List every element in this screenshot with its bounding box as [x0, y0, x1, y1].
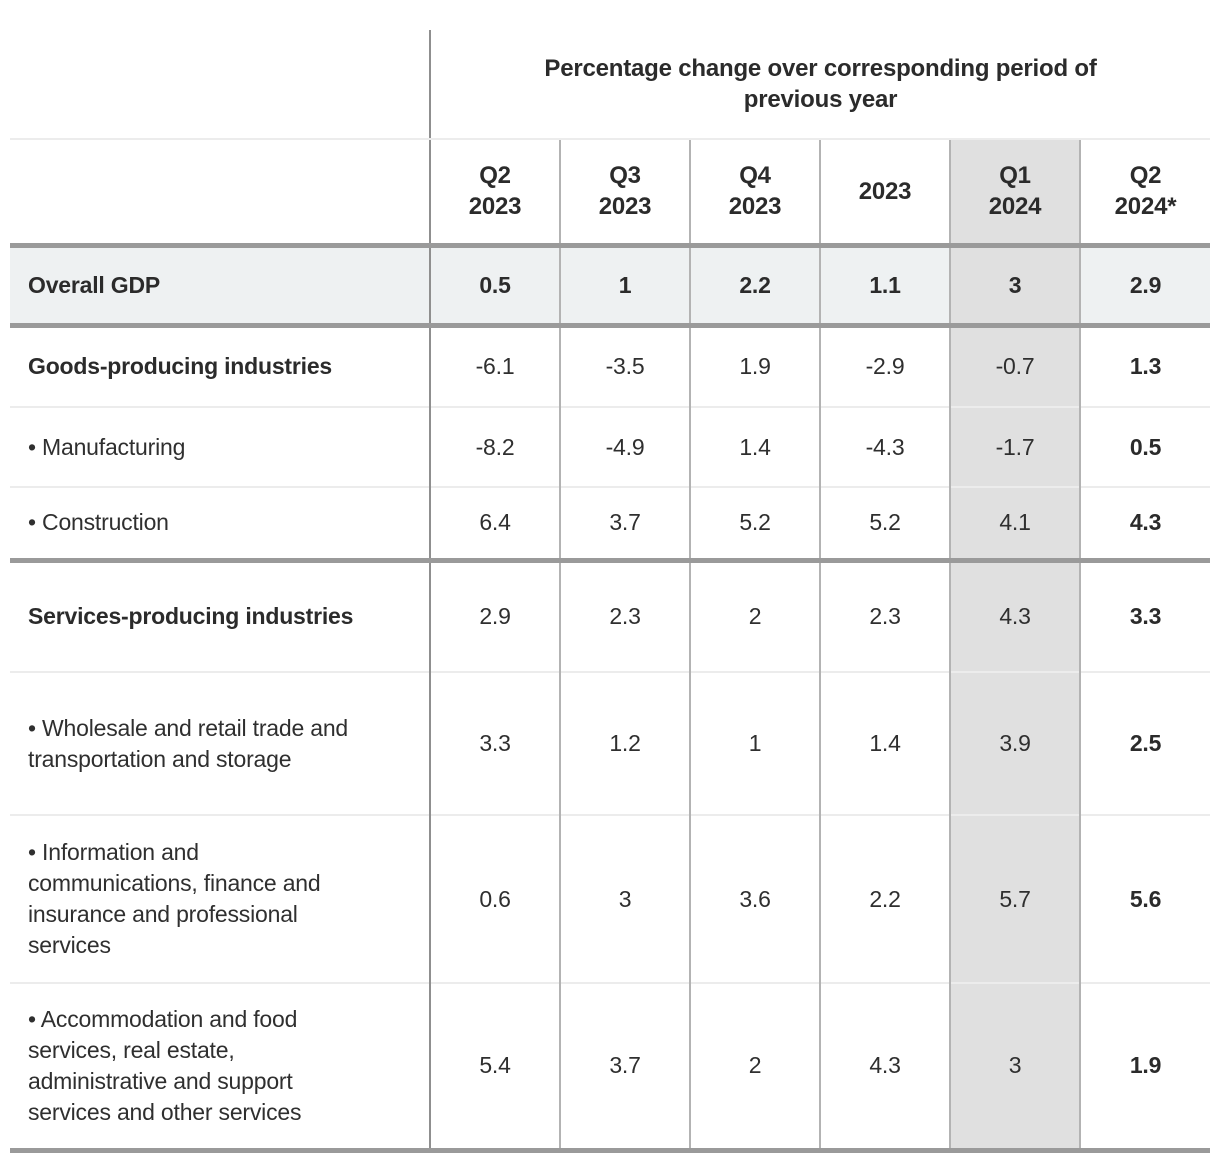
corner-cell-2 — [10, 139, 430, 245]
row-label: Goods-producing industries — [10, 322, 430, 407]
value-cell: 0.6 — [429, 814, 560, 983]
value-cell: 5.6 — [1078, 814, 1211, 983]
value-cell: 2.3 — [819, 557, 950, 672]
value-cell: 2.5 — [1078, 671, 1211, 815]
value-cell: -4.3 — [819, 406, 950, 487]
value-cell: 2.2 — [689, 242, 820, 325]
row-label: Services-producing industries — [10, 557, 430, 672]
table-title: Percentage change over corresponding per… — [428, 30, 1211, 140]
gdp-table: Percentage change over corresponding per… — [10, 30, 1211, 1153]
value-cell: 3.3 — [1078, 557, 1211, 672]
value-cell: 3.6 — [689, 814, 820, 983]
value-cell: 0.5 — [429, 242, 560, 325]
value-cell: -3.5 — [559, 322, 690, 407]
value-cell: 4.1 — [949, 486, 1080, 560]
value-cell: 3.3 — [429, 671, 560, 815]
value-cell: 3 — [949, 242, 1080, 325]
value-cell: 5.4 — [429, 982, 560, 1153]
value-cell: 5.2 — [819, 486, 950, 560]
value-cell: 2.9 — [429, 557, 560, 672]
column-header-q2-2024: Q2 2024* — [1078, 139, 1211, 245]
table-row-manufacturing: • Manufacturing -8.2 -4.9 1.4 -4.3 -1.7 0.5 — [10, 406, 1211, 487]
value-cell: 1.1 — [819, 242, 950, 325]
value-cell: 6.4 — [429, 486, 560, 560]
column-header-q2-2023: Q2 2023 — [429, 139, 560, 245]
value-cell: -8.2 — [429, 406, 560, 487]
value-cell: -0.7 — [949, 322, 1080, 407]
value-cell: 0.5 — [1078, 406, 1211, 487]
table-row-information-and-communications-finance-a: • Information and communications, financ… — [10, 814, 1211, 983]
row-label: • Accommodation and food services, real … — [10, 982, 430, 1153]
value-cell: -6.1 — [429, 322, 560, 407]
column-header-2023: 2023 — [819, 139, 950, 245]
value-cell: -2.9 — [819, 322, 950, 407]
row-label: • Construction — [10, 486, 430, 560]
value-cell: 3.9 — [949, 671, 1080, 815]
column-header-q3-2023: Q3 2023 — [559, 139, 690, 245]
value-cell: 2.9 — [1078, 242, 1211, 325]
row-label: • Information and communications, financ… — [10, 814, 430, 983]
value-cell: 2.3 — [559, 557, 690, 672]
value-cell: 2.2 — [819, 814, 950, 983]
row-label: Overall GDP — [10, 242, 430, 325]
value-cell: 1 — [559, 242, 690, 325]
value-cell: 2 — [689, 557, 820, 672]
column-header-q1-2024: Q1 2024 — [949, 139, 1080, 245]
value-cell: 3.7 — [559, 486, 690, 560]
table-row-services-producing-industries: Services-producing industries 2.9 2.3 2 2.3 4… — [10, 557, 1211, 672]
table-row-accommodation-and-food-services-real-est: • Accommodation and food services, real … — [10, 982, 1211, 1153]
value-cell: 4.3 — [949, 557, 1080, 672]
value-cell: 1.2 — [559, 671, 690, 815]
value-cell: 3 — [949, 982, 1080, 1153]
value-cell: 5.7 — [949, 814, 1080, 983]
value-cell: 1.9 — [689, 322, 820, 407]
value-cell: 5.2 — [689, 486, 820, 560]
value-cell: -1.7 — [949, 406, 1080, 487]
table-row-construction: • Construction 6.4 3.7 5.2 5.2 4.1 4.3 — [10, 486, 1211, 560]
table-row-overall-gdp: Overall GDP 0.5 1 2.2 1.1 3 2.9 — [10, 242, 1211, 325]
value-cell: 1.3 — [1078, 322, 1211, 407]
value-cell: 3 — [559, 814, 690, 983]
value-cell: 4.3 — [819, 982, 950, 1153]
row-label: • Manufacturing — [10, 406, 430, 487]
column-header-row: Q2 2023 Q3 2023 Q4 2023 2023 Q1 2024 Q2 2024* — [10, 139, 1211, 245]
value-cell: 3.7 — [559, 982, 690, 1153]
value-cell: 1 — [689, 671, 820, 815]
value-cell: 4.3 — [1078, 486, 1211, 560]
value-cell: 1.4 — [689, 406, 820, 487]
value-cell: 1.9 — [1078, 982, 1211, 1153]
value-cell: -4.9 — [559, 406, 690, 487]
column-header-q4-2023: Q4 2023 — [689, 139, 820, 245]
value-cell: 1.4 — [819, 671, 950, 815]
spanning-header-row: Percentage change over corresponding per… — [10, 30, 1211, 140]
table-row-goods-producing-industries: Goods-producing industries -6.1 -3.5 1.9 -2.… — [10, 322, 1211, 407]
corner-cell — [10, 30, 430, 140]
value-cell: 2 — [689, 982, 820, 1153]
row-label: • Wholesale and retail trade and transpo… — [10, 671, 430, 815]
table-row-wholesale-and-retail-trade-and-transport: • Wholesale and retail trade and transpo… — [10, 671, 1211, 815]
